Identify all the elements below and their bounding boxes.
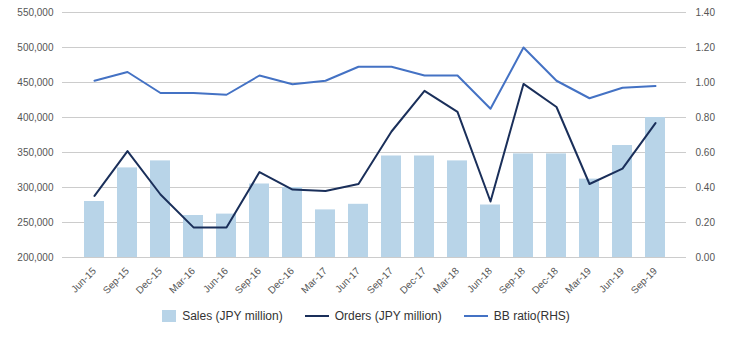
svg-text:450,000: 450,000 [17,77,54,88]
svg-text:Mar-19: Mar-19 [563,265,593,295]
svg-text:350,000: 350,000 [17,147,54,158]
svg-text:Jun-19: Jun-19 [597,265,627,295]
svg-text:Mar-16: Mar-16 [167,265,197,295]
svg-text:0.80: 0.80 [696,112,716,123]
html-text:Sales (JPY million): Sales (JPY million) [182,309,283,323]
svg-text:Dec-17: Dec-17 [398,265,429,296]
html-text:Orders (JPY million): Orders (JPY million) [334,309,442,323]
svg-text:Dec-16: Dec-16 [266,265,297,296]
svg-text:300,000: 300,000 [17,182,54,193]
svg-text:550,000: 550,000 [17,7,54,18]
svg-text:Sep-15: Sep-15 [101,265,132,296]
svg-text:Dec-18: Dec-18 [530,265,561,296]
svg-text:1.20: 1.20 [696,42,716,53]
svg-text:Sep-16: Sep-16 [233,265,264,296]
svg-text:Mar-17: Mar-17 [299,265,329,295]
svg-text:0.00: 0.00 [696,252,716,263]
svg-text:0.60: 0.60 [696,147,716,158]
svg-text:Dec-15: Dec-15 [134,265,165,296]
svg-text:Sep-18: Sep-18 [497,265,528,296]
svg-text:0.20: 0.20 [696,217,716,228]
svg-text:Sep-19: Sep-19 [629,265,660,296]
svg-text:1.40: 1.40 [696,7,716,18]
svg-text:Jun-16: Jun-16 [201,265,231,295]
svg-text:Jun-18: Jun-18 [465,265,495,295]
svg-text:1.00: 1.00 [696,77,716,88]
svg-text:Jun-15: Jun-15 [69,265,99,295]
svg-text:200,000: 200,000 [17,252,54,263]
svg-text:Jun-17: Jun-17 [333,265,363,295]
svg-text:500,000: 500,000 [17,42,54,53]
svg-text:Mar-18: Mar-18 [431,265,461,295]
svg-text:250,000: 250,000 [17,217,54,228]
svg-text:Sep-17: Sep-17 [365,265,396,296]
svg-text:0.40: 0.40 [696,182,716,193]
html-text:BB ratio(RHS): BB ratio(RHS) [493,309,570,323]
svg-text:400,000: 400,000 [17,112,54,123]
